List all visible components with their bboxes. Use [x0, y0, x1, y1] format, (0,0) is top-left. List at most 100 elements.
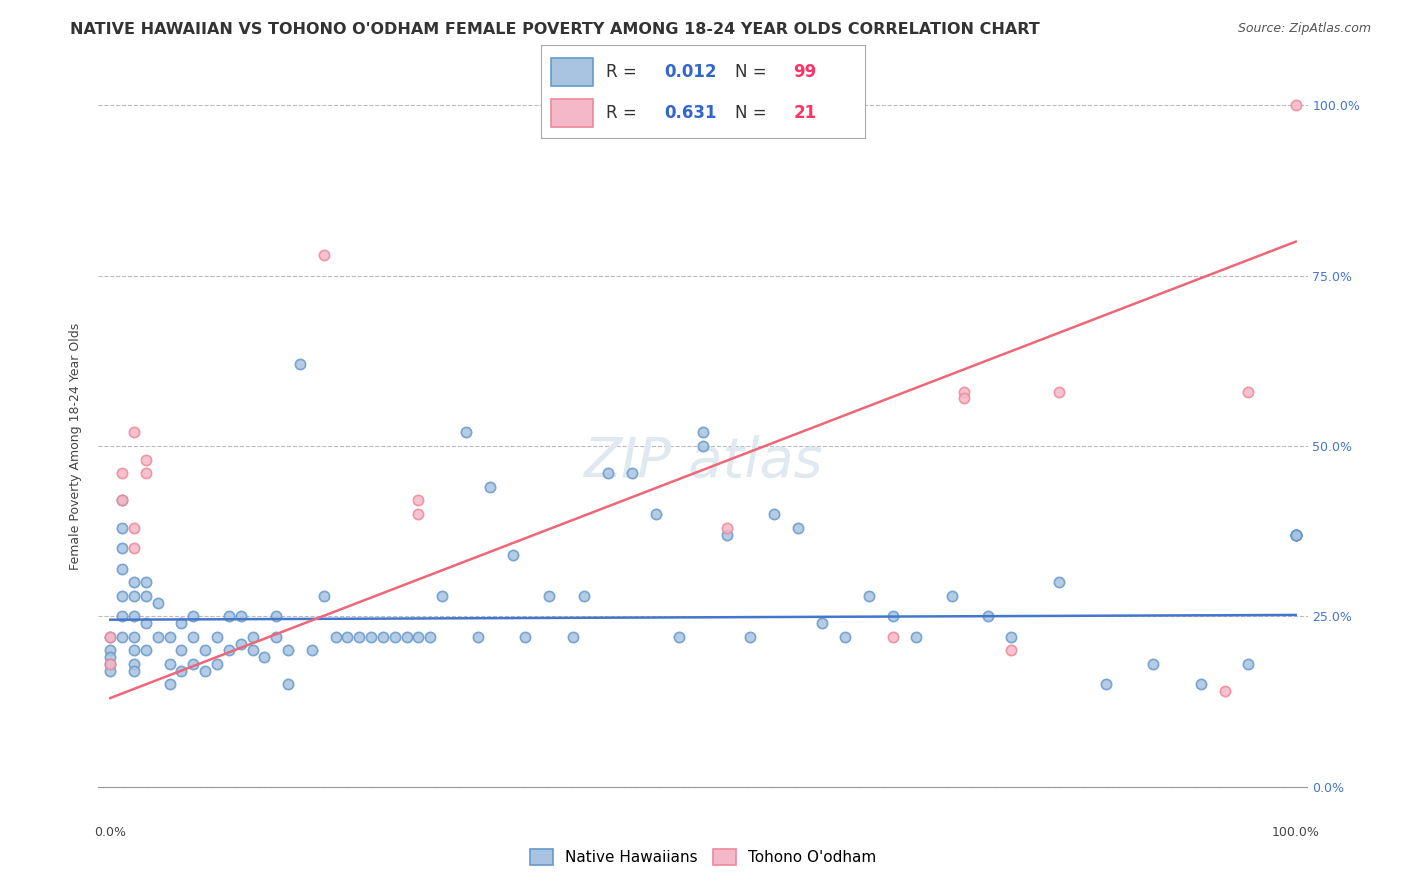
Point: [786, 521, 808, 535]
Point: [692, 439, 714, 453]
Point: [111, 609, 134, 624]
Text: NATIVE HAWAIIAN VS TOHONO O'ODHAM FEMALE POVERTY AMONG 18-24 YEAR OLDS CORRELATI: NATIVE HAWAIIAN VS TOHONO O'ODHAM FEMALE…: [70, 22, 1040, 37]
Point: [668, 630, 690, 644]
Point: [122, 630, 145, 644]
Text: ZIP atlas: ZIP atlas: [583, 434, 823, 488]
Point: [111, 589, 134, 603]
Point: [1047, 384, 1070, 399]
Point: [561, 630, 583, 644]
Point: [122, 541, 145, 556]
Point: [858, 589, 880, 603]
Point: [1000, 630, 1022, 644]
Point: [1285, 527, 1308, 541]
Point: [98, 657, 121, 671]
Point: [740, 630, 762, 644]
Point: [763, 507, 786, 521]
Point: [408, 507, 430, 521]
Point: [467, 630, 489, 644]
Point: [159, 657, 181, 671]
Point: [135, 467, 157, 481]
Point: [122, 643, 145, 657]
Point: [159, 630, 181, 644]
Point: [135, 643, 157, 657]
Point: [537, 589, 560, 603]
Point: [253, 650, 276, 665]
Text: 99: 99: [793, 62, 817, 81]
Point: [135, 589, 157, 603]
Point: [976, 609, 998, 624]
Text: Source: ZipAtlas.com: Source: ZipAtlas.com: [1237, 22, 1371, 36]
Point: [111, 467, 134, 481]
Point: [905, 630, 928, 644]
Point: [170, 664, 193, 678]
Point: [264, 609, 287, 624]
Bar: [551, 99, 593, 127]
Point: [419, 630, 441, 644]
Point: [288, 357, 311, 371]
Point: [194, 643, 217, 657]
Point: [1285, 527, 1308, 541]
Point: [1142, 657, 1164, 671]
Point: [1095, 677, 1118, 691]
Point: [515, 630, 537, 644]
Point: [181, 609, 204, 624]
Text: 0.012: 0.012: [664, 62, 717, 81]
Point: [1213, 684, 1236, 698]
Point: [1285, 527, 1308, 541]
Text: 21: 21: [793, 104, 817, 122]
Point: [242, 643, 264, 657]
Point: [336, 630, 359, 644]
Point: [98, 664, 121, 678]
Point: [325, 630, 347, 644]
Point: [122, 609, 145, 624]
Point: [181, 657, 204, 671]
Point: [312, 248, 335, 262]
Point: [502, 548, 524, 562]
Point: [1285, 98, 1308, 112]
Point: [478, 480, 501, 494]
Point: [242, 630, 264, 644]
Point: [98, 650, 121, 665]
Point: [360, 630, 382, 644]
Point: [1189, 677, 1212, 691]
Point: [111, 630, 134, 644]
Point: [111, 541, 134, 556]
Point: [1237, 657, 1260, 671]
Point: [1237, 384, 1260, 399]
Point: [952, 384, 974, 399]
Point: [98, 630, 121, 644]
Point: [146, 596, 169, 610]
Text: R =: R =: [606, 62, 643, 81]
Point: [1285, 527, 1308, 541]
Point: [384, 630, 406, 644]
Point: [716, 521, 738, 535]
Point: [371, 630, 394, 644]
Point: [644, 507, 666, 521]
Point: [692, 425, 714, 440]
Point: [135, 452, 157, 467]
Point: [122, 664, 145, 678]
Legend: Native Hawaiians, Tohono O'odham: Native Hawaiians, Tohono O'odham: [522, 842, 884, 873]
Point: [1285, 527, 1308, 541]
Point: [408, 493, 430, 508]
Point: [620, 467, 643, 481]
Point: [264, 630, 287, 644]
Point: [98, 657, 121, 671]
Point: [716, 527, 738, 541]
Point: [111, 493, 134, 508]
Point: [810, 616, 832, 631]
Point: [347, 630, 370, 644]
Point: [122, 589, 145, 603]
Point: [1285, 527, 1308, 541]
Point: [170, 616, 193, 631]
Point: [205, 657, 228, 671]
Point: [218, 609, 240, 624]
Point: [159, 677, 181, 691]
Point: [882, 630, 904, 644]
Point: [111, 493, 134, 508]
Text: N =: N =: [735, 104, 772, 122]
Y-axis label: Female Poverty Among 18-24 Year Olds: Female Poverty Among 18-24 Year Olds: [69, 322, 83, 570]
Point: [111, 561, 134, 575]
Point: [122, 521, 145, 535]
Point: [181, 630, 204, 644]
